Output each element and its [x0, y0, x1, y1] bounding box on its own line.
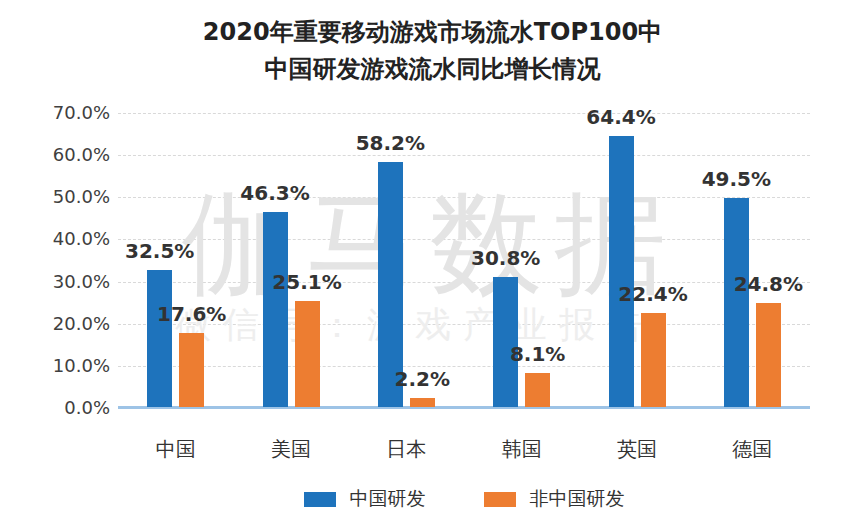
- legend-item-1: 非中国研发: [484, 486, 625, 512]
- legend-swatch-icon: [304, 492, 336, 507]
- bar-value-label: 64.4%: [586, 105, 655, 129]
- bar-series0-cat1: [263, 212, 288, 407]
- x-axis-line: [118, 406, 810, 409]
- bar-value-label: 58.2%: [356, 131, 425, 155]
- bar-value-label: 22.4%: [618, 282, 687, 306]
- y-tick-label: 70.0%: [53, 102, 110, 124]
- bar-series1-cat3: [525, 373, 550, 407]
- gridline: [118, 155, 810, 156]
- bar-value-label: 46.3%: [240, 181, 309, 205]
- chart-canvas: 2020年重要移动游戏市场流水TOP100中 中国研发游戏流水同比增长情况 伽马…: [0, 0, 865, 523]
- bar-value-label: 25.1%: [272, 270, 341, 294]
- bar-value-label: 8.1%: [510, 342, 565, 366]
- y-tick-label: 10.0%: [53, 355, 110, 377]
- bar-series1-cat2: [410, 398, 435, 407]
- legend-item-0: 中国研发: [304, 486, 426, 512]
- category-label-2: 日本: [386, 436, 426, 463]
- bar-series1-cat0: [179, 333, 204, 407]
- bar-series1-cat5: [756, 303, 781, 408]
- gridline: [118, 366, 810, 367]
- bar-value-label: 2.2%: [395, 367, 450, 391]
- bar-series1-cat4: [641, 313, 666, 407]
- bar-series0-cat0: [147, 270, 172, 407]
- category-label-4: 英国: [617, 436, 657, 463]
- category-label-0: 中国: [156, 436, 196, 463]
- category-label-3: 韩国: [502, 436, 542, 463]
- gridline: [118, 197, 810, 198]
- x-axis: 中国 美国 日本 韩国 英国 德国: [118, 436, 810, 464]
- legend: 中国研发 非中国研发: [118, 486, 810, 512]
- bar-value-label: 49.5%: [702, 167, 771, 191]
- gridline: [118, 113, 810, 114]
- chart-title-line1: 2020年重要移动游戏市场流水TOP100中: [0, 14, 865, 51]
- category-label-1: 美国: [271, 436, 311, 463]
- y-tick-label: 60.0%: [53, 144, 110, 166]
- bar-value-label: 17.6%: [157, 302, 226, 326]
- legend-label: 非中国研发: [530, 486, 625, 512]
- y-tick-label: 0.0%: [64, 397, 110, 419]
- gridline: [118, 282, 810, 283]
- bar-value-label: 24.8%: [734, 272, 803, 296]
- y-tick-label: 20.0%: [53, 313, 110, 335]
- chart-title: 2020年重要移动游戏市场流水TOP100中 中国研发游戏流水同比增长情况: [0, 14, 865, 88]
- legend-swatch-icon: [484, 492, 516, 507]
- y-tick-label: 30.0%: [53, 271, 110, 293]
- bar-value-label: 30.8%: [471, 246, 540, 270]
- bar-series0-cat4: [609, 136, 634, 407]
- category-label-5: 德国: [732, 436, 772, 463]
- bar-series0-cat5: [724, 198, 749, 407]
- bar-value-label: 32.5%: [125, 239, 194, 263]
- y-axis: 0.0%10.0%20.0%30.0%40.0%50.0%60.0%70.0%: [0, 113, 110, 408]
- legend-label: 中国研发: [350, 486, 426, 512]
- gridline: [118, 239, 810, 240]
- chart-title-line2: 中国研发游戏流水同比增长情况: [0, 51, 865, 88]
- y-tick-label: 40.0%: [53, 228, 110, 250]
- plot-area: 32.5%46.3%58.2%30.8%64.4%49.5%17.6%25.1%…: [118, 113, 810, 408]
- bar-series1-cat1: [295, 301, 320, 407]
- y-tick-label: 50.0%: [53, 186, 110, 208]
